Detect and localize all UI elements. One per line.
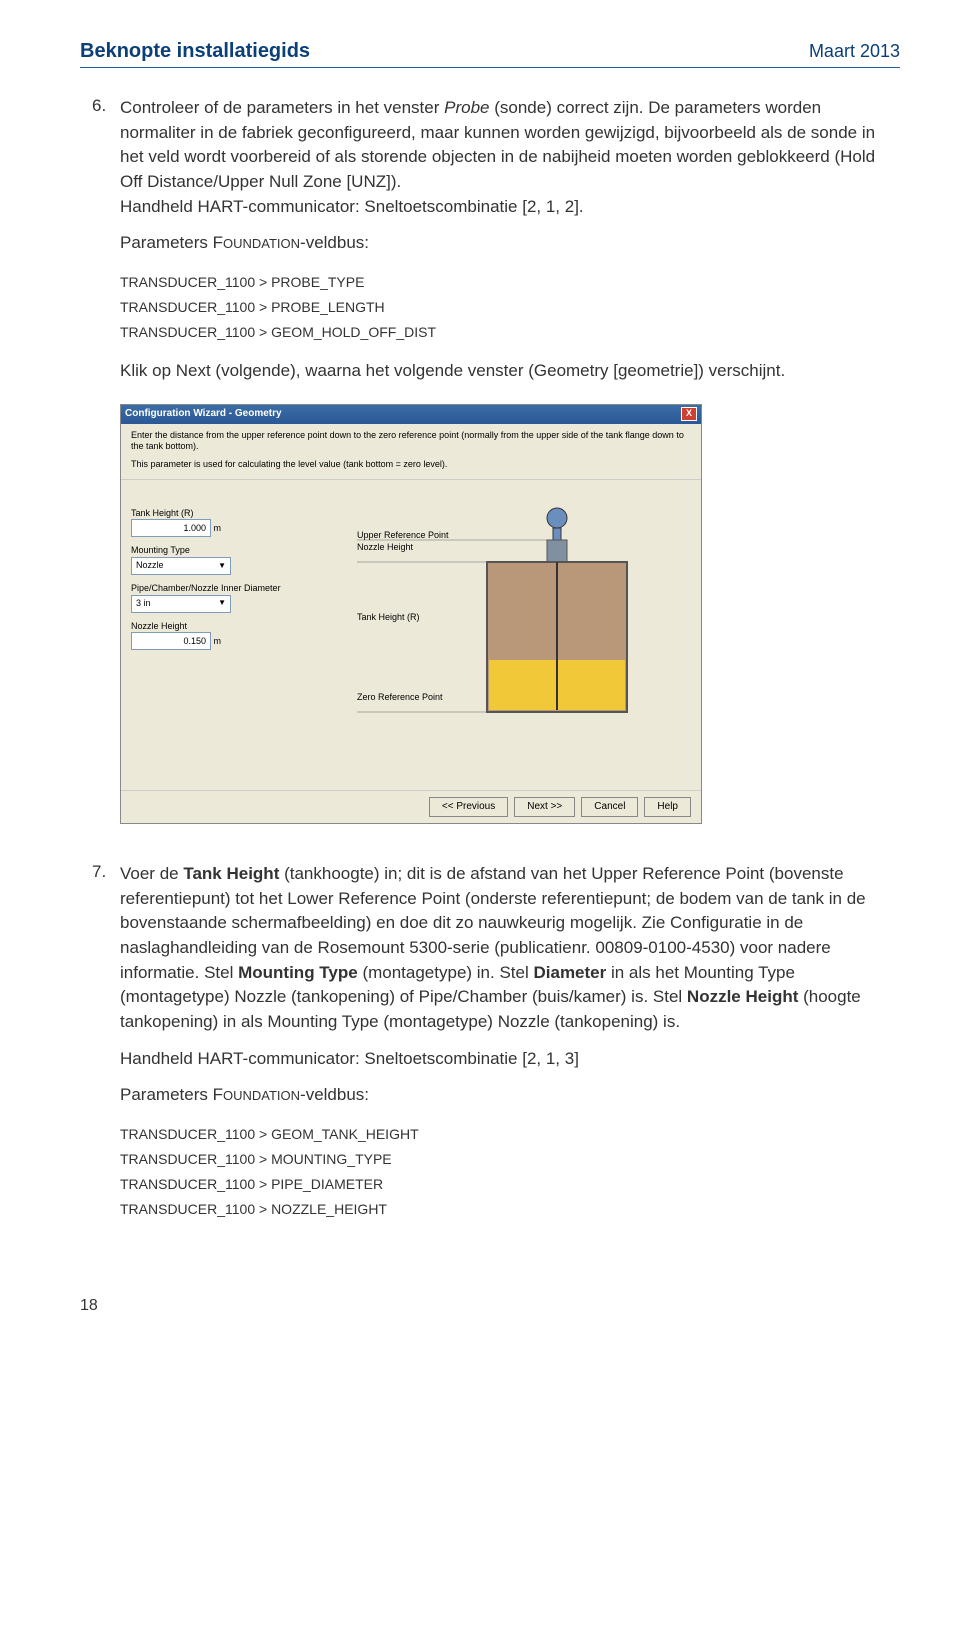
nozzle-height-input[interactable]: 0.150	[131, 632, 211, 650]
diagram-urp-label: Upper Reference Point	[357, 530, 449, 540]
close-icon[interactable]: X	[681, 407, 697, 421]
param-block: TRANSDUCER_1100 > GEOM_TANK_HEIGHT TRANS…	[120, 1122, 896, 1223]
param-line: TRANSDUCER_1100 > PROBE_TYPE	[120, 270, 896, 295]
previous-button[interactable]: << Previous	[429, 797, 508, 818]
field-label: Mounting Type	[131, 545, 341, 557]
list-number: 6.	[92, 96, 120, 116]
diagram-nh-label: Nozzle Height	[357, 542, 414, 552]
chevron-down-icon: ▼	[218, 598, 226, 608]
chevron-down-icon: ▼	[218, 561, 226, 571]
unit: m	[214, 636, 222, 646]
next-button[interactable]: Next >>	[514, 797, 575, 818]
bold: Tank Height	[183, 864, 279, 883]
field-label: Nozzle Height	[131, 621, 341, 633]
wizard-diagram: Upper Reference Point Nozzle Height Tank…	[357, 500, 691, 760]
desc-line: Enter the distance from the upper refere…	[131, 430, 691, 453]
param-line: TRANSDUCER_1100 > GEOM_TANK_HEIGHT	[120, 1122, 896, 1147]
select-value: Nozzle	[136, 560, 164, 572]
bold: Diameter	[533, 963, 606, 982]
foundation-label: Parameters FOUNDATION-veldbus:	[120, 231, 896, 256]
list-item-7: 7. Voer de Tank Height (tankhoogte) in; …	[80, 862, 900, 1237]
probe-italic: Probe	[444, 98, 489, 117]
param-line: TRANSDUCER_1100 > GEOM_HOLD_OFF_DIST	[120, 320, 896, 345]
field-label: Pipe/Chamber/Nozzle Inner Diameter	[131, 583, 341, 595]
hart-line: Handheld HART-communicator: Sneltoetscom…	[120, 1047, 896, 1072]
text: Parameters F	[120, 1085, 223, 1104]
wizard-left-panel: Tank Height (R) 1.000 m Mounting Type No…	[131, 500, 341, 760]
tank-diagram-svg: Upper Reference Point Nozzle Height Tank…	[357, 500, 677, 760]
diagram-th-label: Tank Height (R)	[357, 612, 420, 622]
smallcaps: OUNDATION	[223, 236, 300, 251]
text: Controleer of de parameters in het venst…	[120, 98, 444, 117]
foundation-label: Parameters FOUNDATION-veldbus:	[120, 1083, 896, 1108]
desc-line: This parameter is used for calculating t…	[131, 459, 691, 471]
text: -veldbus:	[300, 233, 369, 252]
bold: Mounting Type	[238, 963, 358, 982]
click-next: Klik op Next (volgende), waarna het volg…	[120, 359, 896, 384]
diameter-select[interactable]: 3 in ▼	[131, 595, 231, 613]
header-left: Beknopte installatiegids	[80, 40, 310, 63]
hart-line: Handheld HART-communicator: Sneltoetscom…	[120, 197, 584, 216]
text: -veldbus:	[300, 1085, 369, 1104]
list-body: Controleer of de parameters in het venst…	[120, 96, 896, 844]
param-block: TRANSDUCER_1100 > PROBE_TYPE TRANSDUCER_…	[120, 270, 896, 346]
param-line: TRANSDUCER_1100 > NOZZLE_HEIGHT	[120, 1197, 896, 1222]
help-button[interactable]: Help	[644, 797, 691, 818]
list-item-6: 6. Controleer of de parameters in het ve…	[80, 96, 900, 844]
param-line: TRANSDUCER_1100 > MOUNTING_TYPE	[120, 1147, 896, 1172]
text: Parameters F	[120, 233, 223, 252]
field-label: Tank Height (R)	[131, 508, 341, 520]
param-line: TRANSDUCER_1100 > PIPE_DIAMETER	[120, 1172, 896, 1197]
wizard-titlebar: Configuration Wizard - Geometry X	[121, 405, 701, 424]
wizard-footer: << Previous Next >> Cancel Help	[121, 790, 701, 824]
header-right: Maart 2013	[809, 41, 900, 62]
list-number: 7.	[92, 862, 120, 882]
wizard-title: Configuration Wizard - Geometry	[125, 407, 282, 422]
diagram-zrp-label: Zero Reference Point	[357, 692, 443, 702]
tank-height-input[interactable]: 1.000	[131, 519, 211, 537]
wizard-description: Enter the distance from the upper refere…	[121, 424, 701, 480]
select-value: 3 in	[136, 598, 151, 610]
param-line: TRANSDUCER_1100 > PROBE_LENGTH	[120, 295, 896, 320]
list-body: Voer de Tank Height (tankhoogte) in; dit…	[120, 862, 896, 1237]
cancel-button[interactable]: Cancel	[581, 797, 638, 818]
mounting-type-select[interactable]: Nozzle ▼	[131, 557, 231, 575]
wizard-window: Configuration Wizard - Geometry X Enter …	[120, 404, 702, 824]
smallcaps: OUNDATION	[223, 1088, 300, 1103]
page-header: Beknopte installatiegids Maart 2013	[80, 40, 900, 68]
bold: Nozzle Height	[687, 987, 798, 1006]
page-number: 18	[80, 1297, 900, 1315]
unit: m	[214, 523, 222, 533]
wizard-body: Tank Height (R) 1.000 m Mounting Type No…	[121, 480, 701, 790]
text: Voer de	[120, 864, 183, 883]
text: (montagetype) in. Stel	[358, 963, 534, 982]
